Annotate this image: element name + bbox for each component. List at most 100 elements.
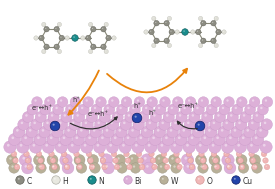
Circle shape [63, 158, 68, 163]
Circle shape [259, 129, 262, 132]
Circle shape [24, 165, 27, 168]
Circle shape [192, 114, 194, 117]
Circle shape [120, 119, 132, 130]
Circle shape [130, 104, 140, 115]
Circle shape [119, 107, 122, 109]
Circle shape [241, 166, 242, 167]
Circle shape [250, 153, 251, 154]
Text: W: W [170, 177, 178, 186]
Circle shape [198, 124, 200, 126]
Circle shape [90, 126, 102, 138]
Circle shape [18, 178, 20, 180]
Circle shape [197, 31, 198, 32]
Circle shape [50, 158, 56, 163]
Circle shape [72, 122, 74, 124]
Circle shape [51, 114, 53, 117]
Circle shape [228, 166, 229, 167]
Circle shape [155, 22, 156, 23]
Circle shape [249, 154, 260, 166]
Circle shape [214, 159, 215, 160]
Circle shape [59, 35, 64, 41]
Circle shape [29, 129, 31, 132]
Circle shape [124, 151, 129, 157]
Circle shape [52, 164, 57, 170]
Circle shape [226, 122, 228, 124]
Circle shape [114, 164, 120, 170]
Circle shape [168, 104, 179, 115]
Circle shape [14, 159, 15, 160]
Circle shape [171, 163, 181, 173]
Circle shape [222, 30, 226, 34]
Circle shape [34, 99, 37, 102]
Circle shape [243, 114, 245, 117]
Circle shape [202, 164, 207, 170]
Circle shape [162, 178, 164, 180]
Circle shape [89, 159, 90, 160]
Circle shape [92, 28, 93, 29]
Circle shape [101, 136, 104, 139]
Circle shape [214, 165, 216, 168]
Circle shape [191, 166, 192, 167]
Circle shape [75, 136, 78, 139]
Circle shape [218, 126, 230, 138]
Circle shape [132, 107, 134, 109]
Circle shape [65, 36, 69, 40]
Circle shape [89, 164, 95, 170]
Circle shape [114, 136, 117, 139]
Circle shape [66, 37, 67, 38]
Circle shape [55, 141, 67, 153]
Circle shape [212, 40, 213, 41]
Circle shape [211, 38, 216, 43]
Circle shape [239, 99, 241, 102]
Circle shape [37, 136, 40, 139]
Circle shape [169, 29, 174, 35]
Circle shape [64, 159, 65, 160]
Circle shape [60, 154, 72, 166]
Circle shape [202, 40, 203, 41]
Circle shape [133, 119, 144, 130]
Circle shape [13, 158, 18, 163]
Circle shape [104, 49, 108, 54]
Circle shape [39, 164, 45, 170]
Circle shape [54, 26, 59, 32]
Circle shape [48, 111, 59, 123]
Circle shape [27, 104, 38, 115]
Circle shape [60, 99, 62, 102]
Circle shape [12, 136, 14, 139]
Circle shape [162, 133, 174, 146]
FancyArrowPatch shape [70, 117, 117, 129]
Circle shape [227, 165, 230, 168]
Circle shape [196, 107, 199, 109]
Circle shape [135, 144, 138, 147]
Circle shape [161, 144, 163, 147]
Circle shape [185, 97, 196, 107]
Circle shape [213, 133, 225, 146]
Circle shape [78, 166, 79, 167]
Circle shape [25, 153, 26, 154]
Circle shape [127, 136, 129, 139]
Circle shape [121, 97, 132, 107]
Circle shape [238, 158, 243, 163]
Circle shape [51, 126, 63, 138]
Circle shape [263, 144, 266, 147]
Circle shape [199, 16, 203, 21]
Circle shape [191, 136, 193, 139]
Circle shape [55, 45, 56, 47]
Circle shape [165, 136, 168, 139]
Circle shape [73, 36, 75, 38]
Circle shape [69, 119, 81, 130]
Circle shape [36, 157, 39, 160]
Circle shape [85, 133, 97, 146]
Circle shape [253, 111, 264, 123]
Circle shape [104, 104, 115, 115]
Circle shape [29, 141, 42, 153]
Circle shape [214, 99, 216, 102]
Circle shape [102, 28, 103, 29]
Circle shape [116, 166, 117, 167]
Circle shape [58, 144, 61, 147]
Circle shape [126, 159, 128, 160]
Circle shape [224, 151, 229, 157]
Circle shape [211, 163, 222, 173]
Circle shape [212, 157, 214, 160]
Circle shape [52, 159, 53, 160]
